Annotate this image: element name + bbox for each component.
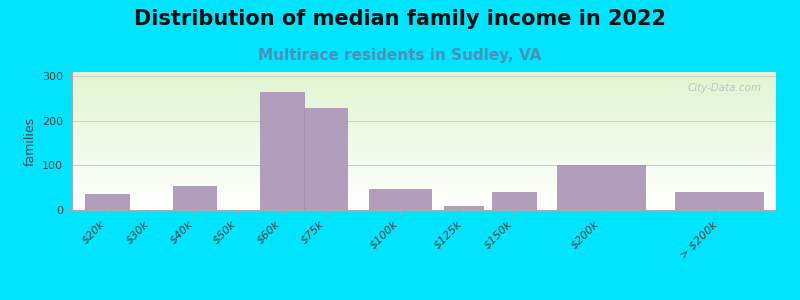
Bar (304, 108, 347, 210)
Bar (675, 192, 763, 210)
Text: Distribution of median family income in 2022: Distribution of median family income in … (134, 9, 666, 29)
Text: Multirace residents in Sudley, VA: Multirace residents in Sudley, VA (258, 48, 542, 63)
Bar (370, 189, 430, 210)
Text: City-Data.com: City-Data.com (688, 83, 762, 93)
Y-axis label: families: families (23, 116, 36, 166)
Bar (444, 206, 483, 210)
Bar (492, 192, 535, 210)
Bar (173, 185, 216, 210)
Bar (85, 194, 129, 210)
Bar (558, 166, 645, 210)
Bar (260, 92, 304, 210)
